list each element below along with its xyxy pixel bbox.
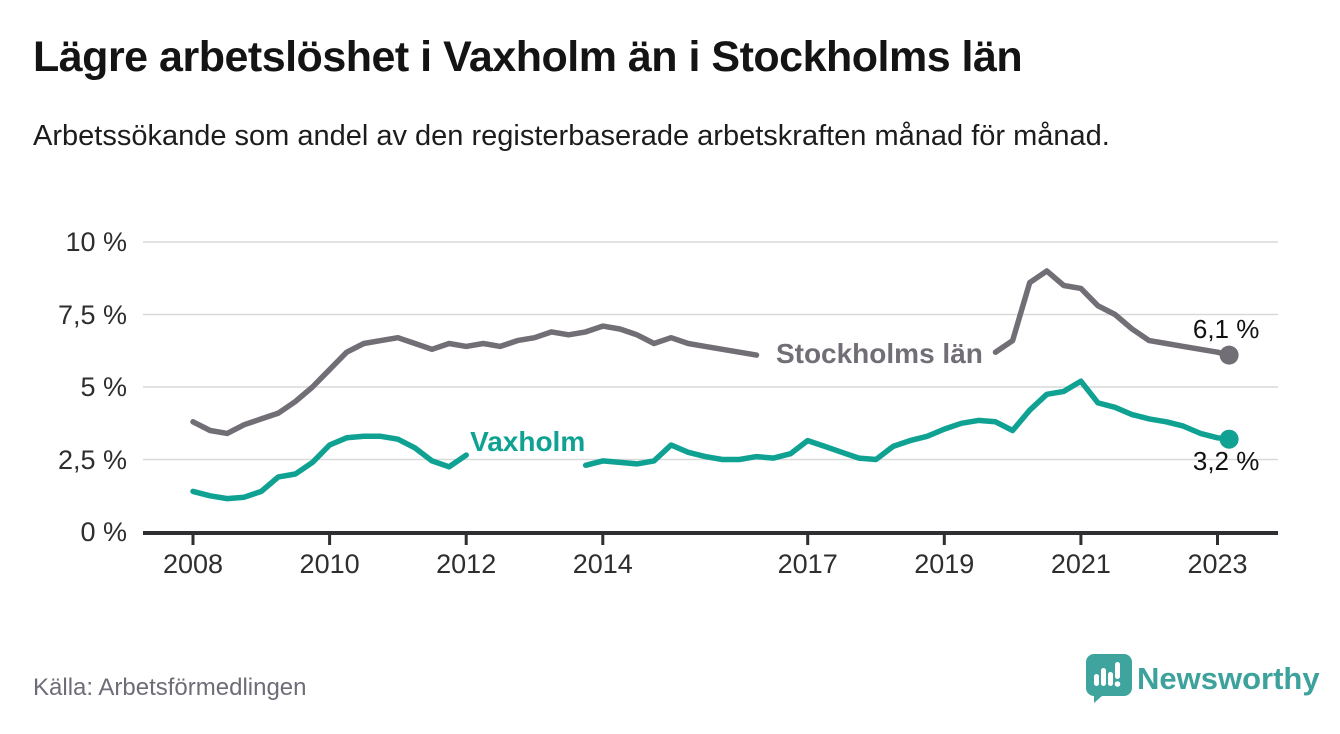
y-tick-label-0: 0 % bbox=[80, 517, 127, 547]
series-line-1-seg-1 bbox=[582, 378, 1232, 469]
series-endpoint-dot-1 bbox=[1219, 429, 1239, 449]
y-tick-label-25: 2,5 % bbox=[57, 444, 127, 475]
page-title: Lägre arbetslöshet i Vaxholm än i Stockh… bbox=[33, 33, 1023, 81]
bar-3 bbox=[1108, 672, 1113, 686]
end-value-label-vaxholm: 3,2 % bbox=[1192, 446, 1260, 477]
source-note: Källa: Arbetsförmedlingen bbox=[33, 674, 307, 701]
exclamation-dot bbox=[1114, 681, 1121, 687]
x-tick-label-2021: 2021 bbox=[1050, 549, 1111, 579]
y-tick-label-5: 5 % bbox=[80, 372, 127, 402]
x-tick-label-2017: 2017 bbox=[777, 549, 838, 579]
y-tick-label-10: 10 % bbox=[65, 227, 127, 257]
page-subtitle: Arbetssökande som andel av den registerb… bbox=[33, 120, 1110, 152]
brand-name: Newsworthy bbox=[1137, 661, 1320, 696]
x-tick-label-2019: 2019 bbox=[914, 549, 975, 579]
exclamation-bar bbox=[1115, 662, 1120, 679]
series-label-stockholms-lan: Stockholms län bbox=[775, 337, 983, 369]
y-tick-label-75: 7,5 % bbox=[57, 299, 127, 330]
end-value-label-stockholms-lan: 6,1 % bbox=[1192, 314, 1260, 345]
x-tick-label-2008: 2008 bbox=[162, 549, 224, 579]
series-line-1-seg-0 bbox=[190, 433, 469, 502]
series-line-0-seg-1 bbox=[992, 268, 1232, 358]
series-endpoint-dot-0 bbox=[1219, 345, 1239, 365]
brand-footer: Newsworthy bbox=[1084, 652, 1320, 704]
bar-2 bbox=[1101, 668, 1106, 686]
x-tick-label-2012: 2012 bbox=[436, 549, 497, 579]
x-tick-label-2014: 2014 bbox=[572, 549, 633, 579]
series-line-0-seg-0 bbox=[190, 323, 760, 437]
bar-1 bbox=[1094, 674, 1099, 686]
series-label-vaxholm: Vaxholm bbox=[470, 426, 586, 458]
newsworthy-logo-icon bbox=[1086, 654, 1132, 703]
x-tick-label-2023: 2023 bbox=[1187, 549, 1248, 579]
x-tick-label-2010: 2010 bbox=[299, 549, 360, 579]
